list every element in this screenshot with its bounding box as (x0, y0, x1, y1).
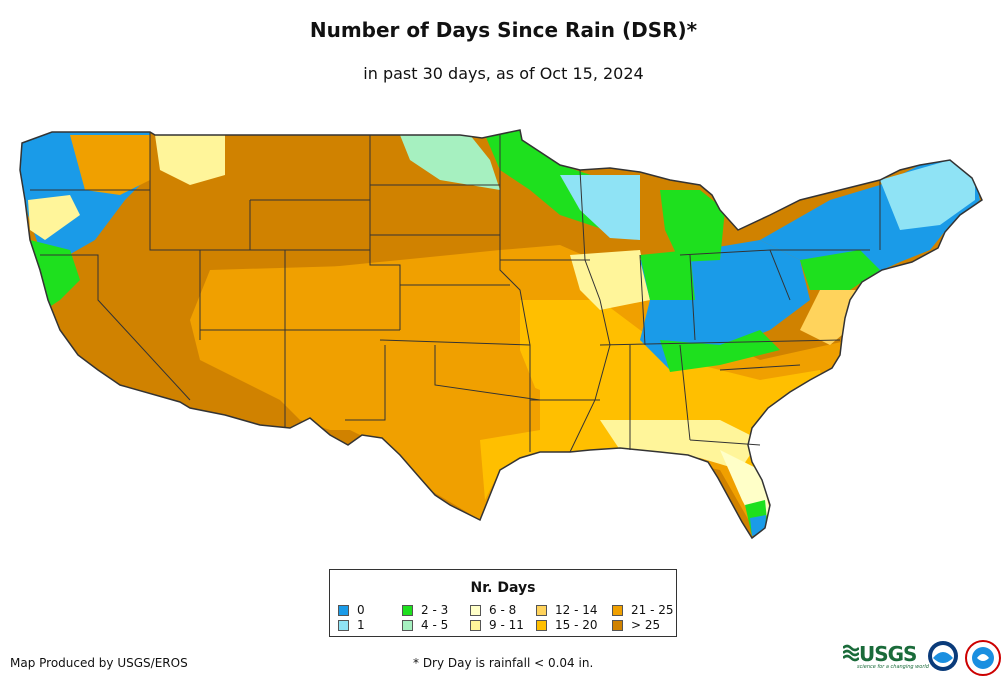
legend-swatch (338, 604, 349, 616)
zone-21-25-washington (70, 135, 150, 195)
border-al-ga (679, 344, 691, 441)
legend-item: 15 - 20 (536, 618, 598, 632)
legend-item: 1 (338, 618, 365, 632)
legend-swatch (536, 604, 547, 616)
legend-label: 4 - 5 (421, 618, 449, 632)
usgs-wave-icon (843, 644, 859, 662)
border-or-ca-nv (40, 254, 191, 401)
zone-9-11-south (600, 420, 760, 470)
zone-15-20-texas (480, 430, 545, 500)
border-ok-tx (434, 345, 541, 401)
border-sc-nc (719, 364, 801, 371)
zone-9-11-midwest (570, 250, 650, 310)
zone-2-3-michigan (660, 190, 725, 262)
noaa-logo-icon (928, 641, 958, 671)
legend-item: 6 - 8 (470, 603, 516, 617)
legend-swatch (402, 619, 413, 631)
border-in-oh (689, 254, 696, 341)
legend-item: > 25 (612, 618, 660, 632)
zone-2-3-kentucky (660, 330, 780, 372)
border-mn-ia-mo (499, 135, 531, 452)
legend-swatch (612, 604, 623, 616)
usgs-tagline: science for a changing world (857, 664, 929, 670)
legend-label: 1 (357, 618, 365, 632)
zone-21-25-southwest (210, 265, 390, 400)
border-ks-ok (379, 339, 531, 346)
zone-1-new-england (880, 160, 975, 230)
agency-logos: USGS science for a changing world (843, 640, 1007, 680)
zone-9-11-oregon-coast (28, 195, 80, 240)
border-id-nv (149, 132, 201, 340)
legend-title: Nr. Days (470, 580, 536, 596)
nws-logo-icon (965, 640, 1001, 676)
dry-day-footnote: * Dry Day is rainfall < 0.04 in. (413, 656, 594, 670)
legend-label: 9 - 11 (489, 618, 524, 632)
map-title: Number of Days Since Rain (DSR)* (309, 18, 698, 42)
legend-swatch (470, 619, 481, 631)
map-credit: Map Produced by USGS/EROS (10, 656, 188, 670)
legend-swatch (612, 619, 623, 631)
legend-label: 0 (357, 603, 365, 617)
border-mississippi (569, 169, 611, 453)
border-ga-fl (689, 439, 761, 446)
zone-4-5-north-dakota (400, 135, 500, 190)
legend-item: 9 - 11 (470, 618, 524, 632)
legend-label: 2 - 3 (421, 603, 449, 617)
legend-swatch (402, 604, 413, 616)
zone-2-3-indiana (640, 250, 695, 300)
zone-1-wisconsin (560, 175, 640, 240)
legend-item: 4 - 5 (402, 618, 448, 632)
border-tn-nc (599, 339, 841, 346)
border-plains-west (369, 135, 401, 330)
us-outline (19, 129, 983, 540)
usgs-wordmark: USGS (859, 642, 917, 666)
legend-swatch (470, 604, 481, 616)
legend-item: 12 - 14 (536, 603, 598, 617)
legend-label: 15 - 20 (555, 618, 598, 632)
legend-swatch (338, 619, 349, 631)
zone-9-11-idaho (155, 135, 225, 185)
legend-label: 12 - 14 (555, 603, 598, 617)
map-subtitle: in past 30 days, as of Oct 15, 2024 (363, 64, 644, 83)
border-tx-nm (345, 345, 386, 421)
legend-label: > 25 (631, 618, 661, 632)
legend-swatch (536, 619, 547, 631)
legend-item: 0 (338, 603, 365, 617)
legend-label: 6 - 8 (489, 603, 517, 617)
legend-label: 21 - 25 (631, 603, 674, 617)
usgs-logo-icon: USGS (843, 642, 917, 666)
legend-item: 2 - 3 (402, 603, 448, 617)
border-il-in (639, 254, 646, 346)
zone-2-3-pennsylvania (800, 250, 880, 290)
legend-item: 21 - 25 (612, 603, 674, 617)
